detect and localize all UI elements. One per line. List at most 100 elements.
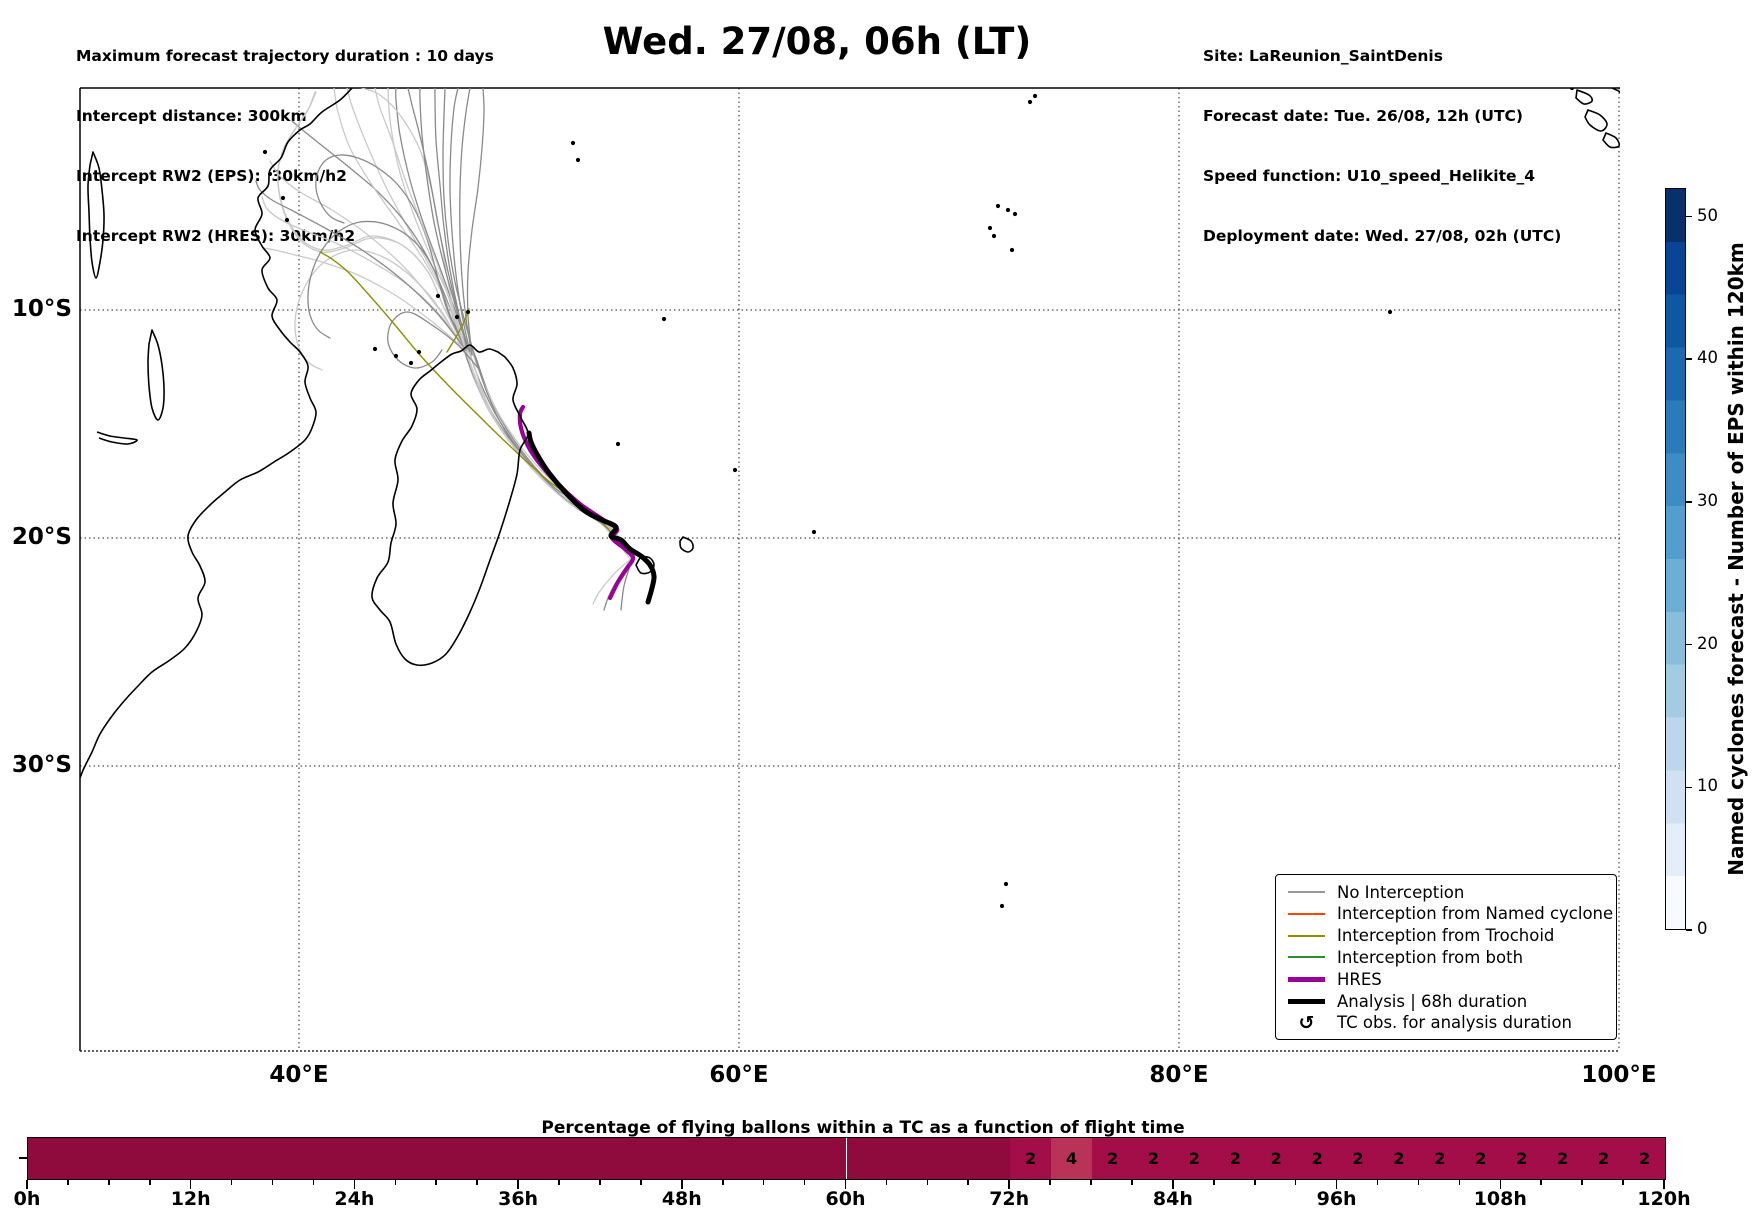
legend-line-icon (1288, 891, 1325, 893)
bar-bin-72h: 2 (1010, 1138, 1052, 1179)
tc-obs-icon: ↺ (1298, 1011, 1315, 1034)
bar-x-tick (1172, 1180, 1174, 1189)
lat-label-10s: 10°S (11, 296, 72, 322)
island-dot (661, 316, 667, 322)
bar-bin-57h (805, 1138, 847, 1179)
coastline-lake-crescent (96, 431, 138, 445)
island-dot (416, 349, 422, 355)
bar-x-tick (1213, 1180, 1215, 1185)
bar-x-tick (1253, 1180, 1256, 1185)
island-dot (1009, 247, 1015, 253)
colorbar-tick-label: 0 (1697, 919, 1708, 938)
bar-x-tick (1458, 1180, 1461, 1185)
bar-x-tick (312, 1180, 315, 1185)
legend-line-icon (1288, 912, 1325, 915)
bar-x-tick-label: 36h (498, 1188, 539, 1210)
bar-bin-39h (560, 1138, 601, 1179)
bar-x-tick (1499, 1180, 1502, 1189)
bar-x-tick-label: 48h (661, 1188, 702, 1210)
bar-bin-3h (68, 1138, 110, 1179)
island-dot (1579, 88, 1581, 89)
bar-bin-66h (928, 1138, 970, 1179)
bar-x-tick-label: 60h (825, 1188, 866, 1210)
bar-x-tick (681, 1180, 683, 1189)
bar-bin-114h: 2 (1583, 1138, 1625, 1179)
bar-x-tick (1294, 1180, 1297, 1185)
island-dot (1003, 881, 1009, 887)
trajectory-no-interception (442, 88, 634, 559)
colorbar-tick (1686, 215, 1692, 218)
trajectory-no-interception (333, 88, 467, 351)
colorbar-tick (1686, 501, 1692, 503)
bar-x-tick (803, 1180, 806, 1185)
header-right-block: Site: LaReunion_SaintDenis Forecast date… (1203, 6, 1561, 286)
bar-bin-99h: 2 (1378, 1138, 1420, 1179)
bar-bin-33h (478, 1138, 520, 1179)
bar-x-tick-label: 120h (1637, 1188, 1691, 1210)
trajectory-no-interception (459, 88, 473, 356)
trajectory-no-interception (269, 160, 465, 349)
bar-bin-21h (314, 1138, 356, 1179)
bar-x-tick-label: 108h (1473, 1188, 1527, 1210)
bar-x-tick (558, 1180, 560, 1185)
bar-x-tick (1376, 1180, 1379, 1185)
trajectory-no-interception (277, 91, 467, 351)
trajectory-no-interception (592, 558, 632, 605)
island-dot (1387, 309, 1393, 315)
island-dot (435, 293, 441, 299)
trajectory-no-interception (407, 88, 468, 350)
colorbar-tick-label: 20 (1697, 633, 1718, 653)
coastline-madagascar (371, 344, 529, 667)
bar-bin-9h (150, 1138, 192, 1179)
coastline-corner-island-c (1602, 132, 1620, 149)
legend-label: Interception from Trochoid (1337, 926, 1555, 946)
bar-bin-78h: 2 (1092, 1138, 1133, 1179)
trajectory-no-interception (315, 154, 467, 351)
coastline-mauritius (679, 536, 694, 553)
deployment-date-text: Deployment date: Wed. 27/08, 02h (UTC) (1203, 227, 1562, 245)
bar-bin-90h: 2 (1255, 1138, 1297, 1179)
bar-bin-42h (600, 1138, 642, 1179)
coastline-reunion (635, 555, 655, 575)
island-dot (280, 195, 286, 201)
trajectory-no-interception (387, 311, 479, 369)
bar-bin-96h: 2 (1337, 1138, 1379, 1179)
colorbar-label: Named cyclones forecast - Number of EPS … (1724, 242, 1748, 876)
bar-bin-36h (519, 1138, 561, 1179)
trajectory-no-interception (449, 88, 471, 353)
bar-bin-105h: 2 (1460, 1138, 1502, 1179)
bar-x-tick (1581, 1180, 1583, 1185)
legend-item-5: Analysis | 68h duration (1288, 991, 1606, 1011)
island-dot (284, 217, 290, 223)
trajectory-no-interception (466, 88, 485, 356)
island-dot (999, 903, 1005, 909)
colorbar-tick-label: 40 (1697, 348, 1718, 368)
bar-x-tick (1417, 1180, 1420, 1185)
bar-x-tick-label: 24h (334, 1188, 375, 1210)
lon-label-100e: 100°E (1581, 1062, 1657, 1088)
legend-item-1: Interception from Named cyclone (1288, 904, 1613, 924)
island-dot (262, 149, 268, 155)
trajectory-no-interception (346, 88, 634, 559)
bar-x-tick-label: 72h (989, 1188, 1030, 1210)
island-dot (615, 441, 621, 447)
legend-label: Interception from Named cyclone (1337, 904, 1614, 924)
bar-bin-111h: 2 (1542, 1138, 1584, 1179)
bar-x-tick (1090, 1180, 1092, 1185)
bar-bin-63h (887, 1138, 929, 1179)
bar-x-tick (353, 1180, 356, 1189)
island-dot (1012, 211, 1018, 217)
bar-x-tick (721, 1180, 724, 1185)
intercept-distance-text: Intercept distance: 300km (76, 107, 307, 125)
lat-label-20s: 20°S (11, 524, 72, 550)
speed-function-text: Speed function: U10_speed_Helikite_4 (1203, 167, 1536, 185)
bar-bin-117h: 2 (1624, 1138, 1665, 1179)
island-dot (732, 467, 738, 473)
bar-x-tick-label: 84h (1152, 1188, 1193, 1210)
island-dot (570, 140, 576, 146)
island-dot (1027, 99, 1033, 105)
bar-bin-54h (764, 1138, 806, 1179)
legend-line-icon (1288, 934, 1325, 937)
island-dot (408, 360, 414, 366)
